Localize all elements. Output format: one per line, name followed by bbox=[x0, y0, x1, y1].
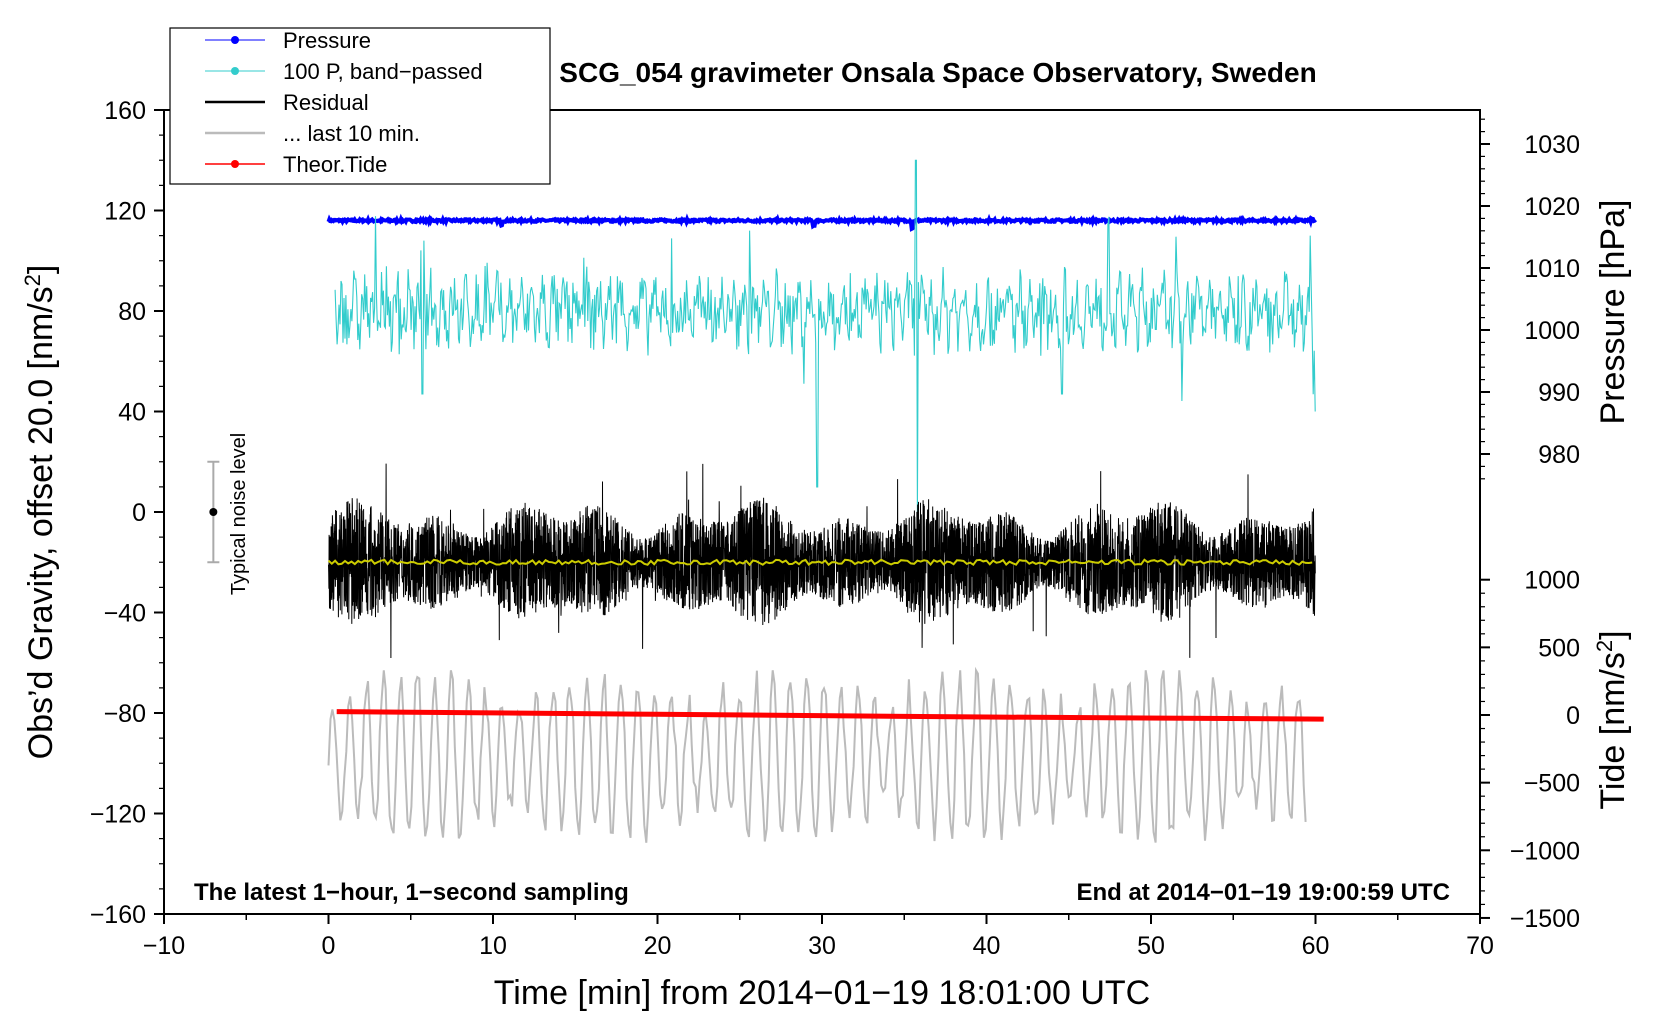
y-axis-left-title: Obs’d Gravity, offset 20.0 [nm/s2] bbox=[20, 265, 61, 760]
legend-swatch-marker bbox=[231, 36, 239, 44]
y-tide-tick-label: −1000 bbox=[1510, 837, 1580, 865]
y-axis-left-title-end: ] bbox=[22, 265, 60, 274]
y-tide-tick-label: −500 bbox=[1524, 770, 1580, 798]
x-tick-label: 50 bbox=[1137, 932, 1165, 960]
y-left-tick-label: 40 bbox=[118, 399, 146, 427]
noise-level-label: Typical noise level bbox=[228, 433, 250, 595]
x-tick-label: 10 bbox=[479, 932, 507, 960]
y-axis-left-title-main: Obs’d Gravity, offset 20.0 [nm/s bbox=[22, 286, 60, 759]
series-residual-smoothed bbox=[327, 558, 1313, 567]
y-axis-pressure: 1030 1020 1010 1000 990 980 bbox=[1480, 118, 1580, 480]
x-tick-label: 60 bbox=[1302, 932, 1330, 960]
chart-title: SCG_054 gravimeter Onsala Space Observat… bbox=[559, 57, 1316, 88]
y-tide-tick-label: −1500 bbox=[1510, 905, 1580, 933]
y-left-tick-label: 120 bbox=[104, 198, 146, 226]
x-tick-label: 70 bbox=[1466, 932, 1494, 960]
note-latest-hour: The latest 1−hour, 1−second sampling bbox=[194, 879, 629, 906]
y-left-tick-label: −40 bbox=[104, 600, 146, 628]
y-left-tick-label: −160 bbox=[90, 901, 146, 929]
y-tide-tick-label: 500 bbox=[1538, 634, 1580, 662]
x-tick-label: 20 bbox=[644, 932, 672, 960]
x-tick-label: 40 bbox=[973, 932, 1001, 960]
legend-label: Theor.Tide bbox=[283, 152, 387, 177]
legend-label: ... last 10 min. bbox=[283, 121, 420, 146]
series-pressure bbox=[326, 213, 1317, 232]
noise-bar-center bbox=[209, 508, 218, 516]
y-tide-tick-label: 1000 bbox=[1524, 567, 1580, 595]
y-left-tick-label: −120 bbox=[90, 801, 146, 829]
x-axis: −10 0 10 20 30 40 50 60 70 bbox=[143, 914, 1494, 960]
y-axis-tide-title-main: Tide [nm/s bbox=[1594, 652, 1632, 809]
y-axis-tide-title-sup: 2 bbox=[1592, 640, 1617, 652]
y-left-tick-label: 0 bbox=[132, 499, 146, 527]
y-pressure-tick-label: 1030 bbox=[1524, 131, 1580, 159]
y-left-tick-label: 80 bbox=[118, 298, 146, 326]
y-axis-tide: 1000 500 0 −500 −1000 −1500 bbox=[1480, 567, 1580, 933]
x-axis-title: Time [min] from 2014−01−19 18:01:00 UTC bbox=[494, 974, 1150, 1012]
series-last-10-min bbox=[327, 666, 1307, 843]
x-tick-label: 0 bbox=[322, 932, 336, 960]
y-pressure-tick-label: 1020 bbox=[1524, 193, 1580, 221]
y-axis-tide-title-end: ] bbox=[1594, 630, 1632, 639]
y-axis-pressure-title: Pressure [hPa] bbox=[1594, 200, 1632, 425]
y-axis-left-title-sup: 2 bbox=[20, 274, 45, 286]
legend: Pressure 100 P, band−passed Residual ... la… bbox=[169, 27, 551, 185]
y-pressure-tick-label: 1000 bbox=[1524, 317, 1580, 345]
legend-label: Residual bbox=[283, 90, 369, 115]
legend-swatch-marker bbox=[231, 67, 239, 75]
series-pressure-bandpassed bbox=[334, 159, 1316, 513]
y-left-tick-label: 160 bbox=[104, 97, 146, 125]
y-pressure-tick-label: 1010 bbox=[1524, 255, 1580, 283]
y-pressure-tick-label: 980 bbox=[1538, 441, 1580, 469]
y-axis-left: 160 120 80 40 0 −40 −80 −120 −160 bbox=[90, 97, 164, 929]
note-end-time: End at 2014−01−19 19:00:59 UTC bbox=[1076, 879, 1450, 906]
y-axis-tide-title: Tide [nm/s2] bbox=[1592, 630, 1633, 809]
legend-label: 100 P, band−passed bbox=[283, 59, 483, 84]
y-pressure-tick-label: 990 bbox=[1538, 379, 1580, 407]
series-residual bbox=[328, 463, 1316, 659]
series-layer bbox=[326, 159, 1324, 843]
series-theoretical-tide bbox=[336, 709, 1324, 722]
x-tick-label: −10 bbox=[143, 932, 185, 960]
legend-label: Pressure bbox=[283, 28, 371, 53]
legend-box bbox=[169, 27, 551, 185]
x-tick-label: 30 bbox=[808, 932, 836, 960]
y-tide-tick-label: 0 bbox=[1566, 702, 1580, 730]
y-left-tick-label: −80 bbox=[104, 700, 146, 728]
legend-swatch-marker bbox=[231, 160, 239, 168]
noise-level-indicator bbox=[207, 460, 220, 564]
